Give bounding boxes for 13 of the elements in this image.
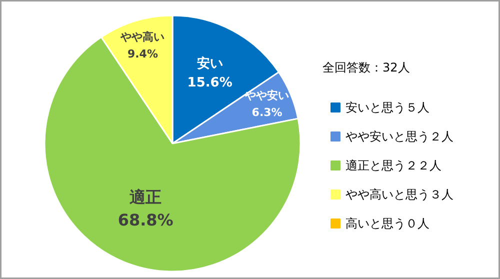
legend-label: 高いと思う０人 xyxy=(346,216,430,230)
legend-label: 適正と思う２２人 xyxy=(346,158,442,172)
data-label: 68.8% xyxy=(118,210,174,230)
data-label: 15.6% xyxy=(187,75,232,90)
legend-label: やや安いと思う２人 xyxy=(346,130,454,144)
text: やや高い xyxy=(120,30,165,44)
data-label: 6.3% xyxy=(252,106,282,120)
data-label: 9.4% xyxy=(127,48,158,61)
text: 適正 xyxy=(128,188,162,207)
legend-label: やや高いと思う３人 xyxy=(346,188,454,202)
legend-title: 全回答数：32人 xyxy=(322,60,410,74)
legend-label: 安いと思う５人 xyxy=(346,100,430,114)
text: 安い xyxy=(196,55,223,72)
